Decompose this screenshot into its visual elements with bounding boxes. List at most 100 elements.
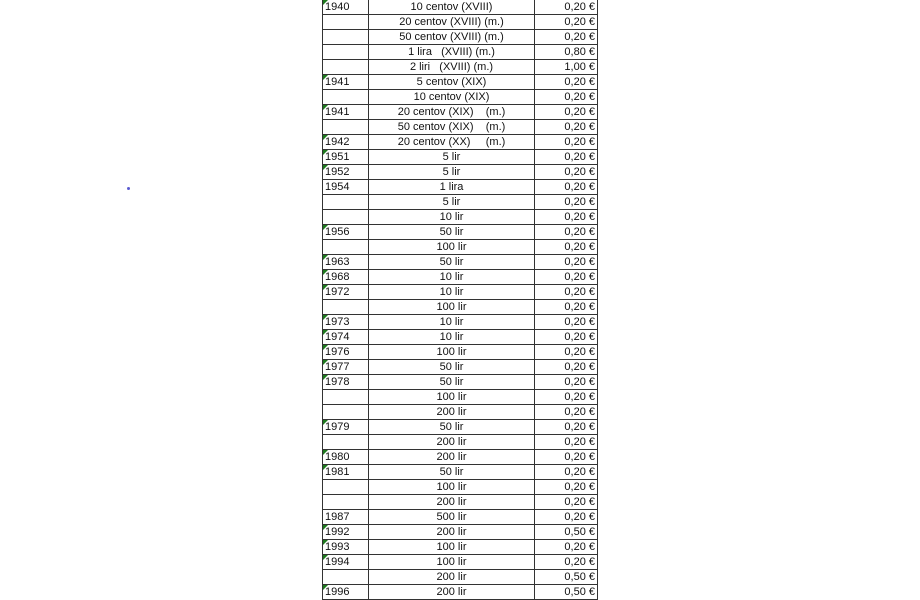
coin-cell[interactable]: 1 lira (XVIII) (m.) bbox=[368, 44, 535, 60]
price-cell[interactable]: 0,20 € bbox=[534, 74, 598, 90]
price-cell[interactable]: 0,20 € bbox=[534, 149, 598, 165]
price-cell[interactable]: 0,20 € bbox=[534, 494, 598, 510]
year-cell[interactable]: 1977 bbox=[322, 359, 369, 375]
coin-cell[interactable]: 100 lir bbox=[368, 479, 535, 495]
price-cell[interactable]: 0,50 € bbox=[534, 584, 598, 600]
price-cell[interactable]: 0,20 € bbox=[534, 179, 598, 195]
price-cell[interactable]: 0,20 € bbox=[534, 344, 598, 360]
price-cell[interactable]: 0,20 € bbox=[534, 89, 598, 105]
coin-cell[interactable]: 5 lir bbox=[368, 164, 535, 180]
year-cell[interactable]: 1976 bbox=[322, 344, 369, 360]
coin-cell[interactable]: 50 lir bbox=[368, 359, 535, 375]
coin-cell[interactable]: 100 lir bbox=[368, 299, 535, 315]
price-cell[interactable]: 0,20 € bbox=[534, 554, 598, 570]
year-cell[interactable]: 1942 bbox=[322, 134, 369, 150]
price-cell[interactable]: 0,20 € bbox=[534, 269, 598, 285]
coin-cell[interactable]: 100 lir bbox=[368, 554, 535, 570]
price-cell[interactable]: 0,80 € bbox=[534, 44, 598, 60]
year-cell[interactable] bbox=[322, 389, 369, 405]
price-cell[interactable]: 0,20 € bbox=[534, 239, 598, 255]
coin-cell[interactable]: 50 centov (XIX) (m.) bbox=[368, 119, 535, 135]
coin-cell[interactable]: 50 centov (XVIII) (m.) bbox=[368, 29, 535, 45]
year-cell[interactable]: 1973 bbox=[322, 314, 369, 330]
price-cell[interactable]: 0,20 € bbox=[534, 254, 598, 270]
year-cell[interactable]: 1952 bbox=[322, 164, 369, 180]
price-cell[interactable]: 0,20 € bbox=[534, 224, 598, 240]
year-cell[interactable]: 1979 bbox=[322, 419, 369, 435]
coin-cell[interactable]: 50 lir bbox=[368, 419, 535, 435]
coin-cell[interactable]: 10 lir bbox=[368, 269, 535, 285]
year-cell[interactable]: 1981 bbox=[322, 464, 369, 480]
year-cell[interactable]: 1978 bbox=[322, 374, 369, 390]
coin-cell[interactable]: 200 lir bbox=[368, 434, 535, 450]
price-cell[interactable]: 0,20 € bbox=[534, 209, 598, 225]
price-cell[interactable]: 0,20 € bbox=[534, 0, 598, 15]
coin-cell[interactable]: 200 lir bbox=[368, 584, 535, 600]
year-cell[interactable] bbox=[322, 239, 369, 255]
price-cell[interactable]: 0,20 € bbox=[534, 299, 598, 315]
price-cell[interactable]: 0,20 € bbox=[534, 14, 598, 30]
price-cell[interactable]: 0,20 € bbox=[534, 539, 598, 555]
price-cell[interactable]: 0,20 € bbox=[534, 389, 598, 405]
year-cell[interactable]: 1954 bbox=[322, 179, 369, 195]
price-cell[interactable]: 0,20 € bbox=[534, 464, 598, 480]
coin-cell[interactable]: 200 lir bbox=[368, 524, 535, 540]
coin-cell[interactable]: 10 lir bbox=[368, 314, 535, 330]
year-cell[interactable] bbox=[322, 119, 369, 135]
year-cell[interactable]: 1968 bbox=[322, 269, 369, 285]
coin-cell[interactable]: 5 lir bbox=[368, 149, 535, 165]
coin-cell[interactable]: 10 lir bbox=[368, 209, 535, 225]
year-cell[interactable] bbox=[322, 29, 369, 45]
coin-cell[interactable]: 20 centov (XVIII) (m.) bbox=[368, 14, 535, 30]
price-cell[interactable]: 0,20 € bbox=[534, 329, 598, 345]
year-cell[interactable]: 1994 bbox=[322, 554, 369, 570]
year-cell[interactable]: 1993 bbox=[322, 539, 369, 555]
coin-cell[interactable]: 10 lir bbox=[368, 284, 535, 300]
price-cell[interactable]: 0,50 € bbox=[534, 569, 598, 585]
coin-cell[interactable]: 10 centov (XVIII) bbox=[368, 0, 535, 15]
coin-cell[interactable]: 20 centov (XX) (m.) bbox=[368, 134, 535, 150]
coin-cell[interactable]: 500 lir bbox=[368, 509, 535, 525]
coin-cell[interactable]: 100 lir bbox=[368, 239, 535, 255]
year-cell[interactable]: 1941 bbox=[322, 104, 369, 120]
coin-cell[interactable]: 50 lir bbox=[368, 254, 535, 270]
year-cell[interactable]: 1963 bbox=[322, 254, 369, 270]
coin-cell[interactable]: 20 centov (XIX) (m.) bbox=[368, 104, 535, 120]
price-cell[interactable]: 0,20 € bbox=[534, 194, 598, 210]
year-cell[interactable]: 1951 bbox=[322, 149, 369, 165]
year-cell[interactable] bbox=[322, 494, 369, 510]
year-cell[interactable] bbox=[322, 194, 369, 210]
price-cell[interactable]: 0,20 € bbox=[534, 164, 598, 180]
coin-cell[interactable]: 200 lir bbox=[368, 404, 535, 420]
year-cell[interactable] bbox=[322, 569, 369, 585]
price-cell[interactable]: 0,20 € bbox=[534, 434, 598, 450]
coin-cell[interactable]: 100 lir bbox=[368, 539, 535, 555]
year-cell[interactable]: 1956 bbox=[322, 224, 369, 240]
price-cell[interactable]: 0,20 € bbox=[534, 29, 598, 45]
year-cell[interactable]: 1974 bbox=[322, 329, 369, 345]
price-cell[interactable]: 1,00 € bbox=[534, 59, 598, 75]
coin-cell[interactable]: 50 lir bbox=[368, 224, 535, 240]
year-cell[interactable] bbox=[322, 299, 369, 315]
year-cell[interactable]: 1996 bbox=[322, 584, 369, 600]
coin-cell[interactable]: 200 lir bbox=[368, 449, 535, 465]
year-cell[interactable] bbox=[322, 434, 369, 450]
price-cell[interactable]: 0,20 € bbox=[534, 284, 598, 300]
price-cell[interactable]: 0,20 € bbox=[534, 479, 598, 495]
price-cell[interactable]: 0,20 € bbox=[534, 119, 598, 135]
year-cell[interactable]: 1941 bbox=[322, 74, 369, 90]
year-cell[interactable] bbox=[322, 209, 369, 225]
price-cell[interactable]: 0,20 € bbox=[534, 404, 598, 420]
year-cell[interactable]: 1972 bbox=[322, 284, 369, 300]
coin-cell[interactable]: 200 lir bbox=[368, 494, 535, 510]
year-cell[interactable]: 1992 bbox=[322, 524, 369, 540]
year-cell[interactable]: 1987 bbox=[322, 509, 369, 525]
coin-cell[interactable]: 2 liri (XVIII) (m.) bbox=[368, 59, 535, 75]
year-cell[interactable] bbox=[322, 14, 369, 30]
coin-cell[interactable]: 1 lira bbox=[368, 179, 535, 195]
year-cell[interactable]: 1940 bbox=[322, 0, 369, 15]
year-cell[interactable]: 1980 bbox=[322, 449, 369, 465]
year-cell[interactable] bbox=[322, 44, 369, 60]
price-cell[interactable]: 0,20 € bbox=[534, 509, 598, 525]
price-cell[interactable]: 0,20 € bbox=[534, 359, 598, 375]
